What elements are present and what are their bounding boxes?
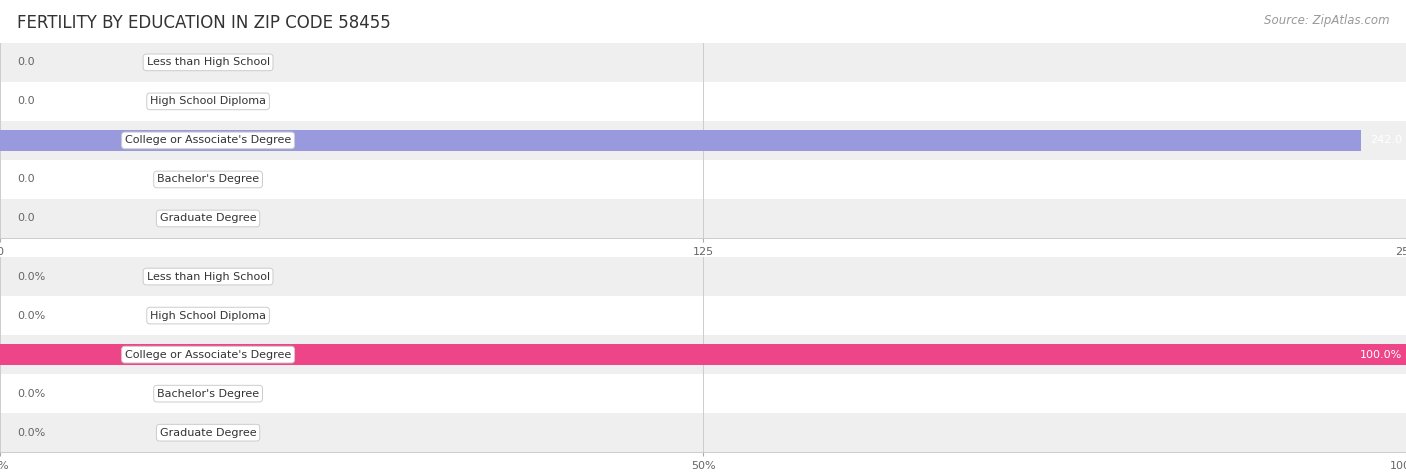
- Bar: [0, 413, 1406, 452]
- Text: Bachelor's Degree: Bachelor's Degree: [157, 388, 259, 399]
- Text: 0.0%: 0.0%: [17, 388, 45, 399]
- Text: College or Associate's Degree: College or Associate's Degree: [125, 135, 291, 146]
- Text: Graduate Degree: Graduate Degree: [160, 213, 256, 224]
- Text: High School Diploma: High School Diploma: [150, 96, 266, 107]
- Bar: [0, 121, 1406, 160]
- Text: 0.0%: 0.0%: [17, 310, 45, 321]
- Bar: [0, 43, 1406, 82]
- Text: 0.0: 0.0: [17, 57, 35, 68]
- Text: High School Diploma: High School Diploma: [150, 310, 266, 321]
- Text: 0.0: 0.0: [17, 213, 35, 224]
- Bar: [0, 82, 1406, 121]
- Bar: [0, 335, 1406, 374]
- Text: 0.0%: 0.0%: [17, 427, 45, 438]
- Text: College or Associate's Degree: College or Associate's Degree: [125, 349, 291, 360]
- Bar: [0, 199, 1406, 238]
- Text: 242.0: 242.0: [1369, 135, 1402, 146]
- Bar: [0, 296, 1406, 335]
- Text: Less than High School: Less than High School: [146, 57, 270, 68]
- Text: 0.0: 0.0: [17, 96, 35, 107]
- Bar: [0, 129, 1361, 151]
- Text: Less than High School: Less than High School: [146, 271, 270, 282]
- Bar: [0, 160, 1406, 199]
- Text: 0.0%: 0.0%: [17, 271, 45, 282]
- Bar: [0, 344, 1406, 366]
- Bar: [0, 374, 1406, 413]
- Text: Graduate Degree: Graduate Degree: [160, 427, 256, 438]
- Text: 0.0: 0.0: [17, 174, 35, 185]
- Bar: [0, 257, 1406, 296]
- Text: Source: ZipAtlas.com: Source: ZipAtlas.com: [1264, 14, 1389, 27]
- Text: 100.0%: 100.0%: [1360, 349, 1402, 360]
- Text: Bachelor's Degree: Bachelor's Degree: [157, 174, 259, 185]
- Text: FERTILITY BY EDUCATION IN ZIP CODE 58455: FERTILITY BY EDUCATION IN ZIP CODE 58455: [17, 14, 391, 32]
